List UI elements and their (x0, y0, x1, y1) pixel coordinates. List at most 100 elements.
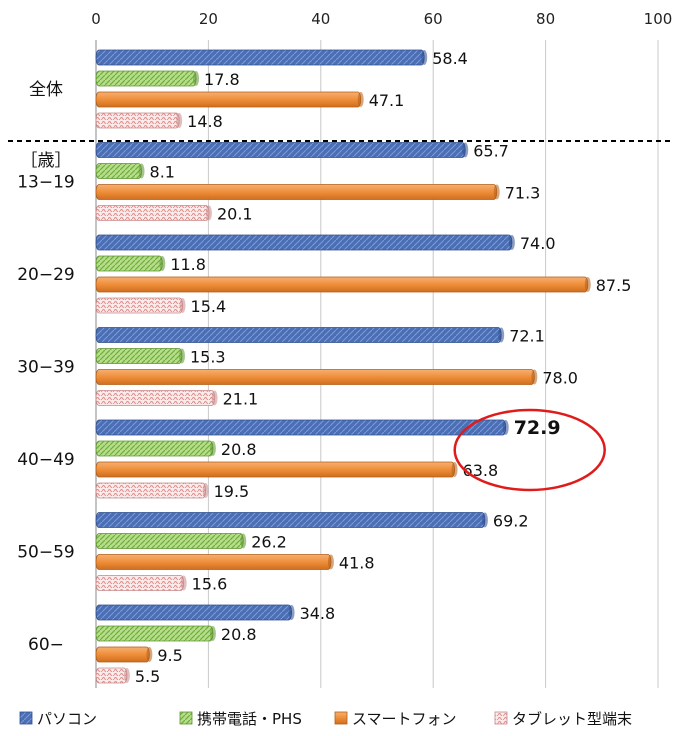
data-label: 5.5 (135, 667, 160, 686)
data-label: 11.8 (170, 255, 206, 274)
bar (95, 297, 183, 314)
x-tick-label: 40 (311, 10, 330, 28)
legend-swatch (19, 711, 33, 725)
x-tick-label: 80 (536, 10, 555, 28)
legend: パソコン 携帯電話・PHS スマートフォン タブレット型端末 (19, 710, 632, 728)
legend-swatch (179, 711, 193, 725)
bar (95, 276, 589, 293)
data-label: 8.1 (150, 163, 175, 182)
bar (95, 575, 185, 591)
bar (95, 70, 197, 87)
bar (95, 646, 150, 663)
data-label: 20.1 (217, 205, 253, 224)
data-label: 26.2 (251, 533, 287, 552)
data-label: 69.2 (493, 512, 529, 531)
bar (95, 554, 332, 570)
bar-end-cap (327, 554, 334, 570)
category-label: 20−29 (17, 265, 75, 285)
bar (95, 512, 486, 528)
bar-end-cap (498, 327, 505, 343)
bar-end-cap (462, 142, 469, 158)
bar-end-cap (584, 277, 591, 292)
legend-label: タブレット型端末 (512, 710, 632, 728)
data-label: 47.1 (369, 91, 405, 110)
bar (95, 348, 183, 364)
bar (95, 327, 502, 343)
bar-end-cap (357, 92, 364, 107)
data-label: 41.8 (339, 554, 375, 573)
data-label: 21.1 (223, 390, 259, 409)
category-label: 全体 (29, 80, 63, 100)
data-label: 65.7 (473, 142, 509, 161)
bar (95, 184, 498, 200)
bar-end-cap (508, 235, 515, 250)
data-label: 15.3 (190, 348, 226, 367)
bar (95, 112, 180, 129)
bar (95, 205, 210, 221)
bar-end-cap (451, 462, 458, 477)
bar (95, 604, 292, 621)
data-label: 34.8 (300, 604, 336, 623)
bar (95, 440, 214, 457)
bar-end-cap (481, 512, 488, 528)
category-labels: 全体 13−19 20−29 30−39 40−49 50−59 60− (17, 80, 75, 655)
bar (95, 390, 215, 406)
category-label: 30−39 (17, 358, 75, 378)
bar-end-cap (123, 668, 130, 683)
x-axis-ticks: 0 20 40 60 80 100 (91, 10, 672, 28)
bar-end-cap (288, 605, 295, 620)
bar-end-cap (211, 390, 218, 406)
bar-end-cap (178, 348, 185, 364)
bar-end-cap (240, 533, 247, 549)
age-unit-label: ［歳］ (21, 151, 72, 171)
data-label: 78.0 (542, 369, 578, 388)
bar-end-cap (421, 50, 428, 65)
bar (95, 91, 362, 108)
legend-swatch (334, 711, 348, 725)
bar (95, 667, 128, 684)
data-label: 20.8 (221, 440, 257, 459)
bars (95, 49, 591, 684)
legend-label: 携帯電話・PHS (197, 710, 302, 728)
x-tick-label: 60 (424, 10, 443, 28)
highlight-circle (453, 408, 606, 492)
bar-end-cap (209, 626, 216, 641)
bar (95, 234, 513, 251)
data-label: 71.3 (505, 184, 541, 203)
bar-end-cap (146, 647, 153, 662)
legend-label: パソコン (37, 710, 97, 728)
bar-end-cap (138, 163, 145, 179)
data-label: 19.5 (214, 482, 250, 501)
data-label: 72.9 (514, 417, 561, 439)
bar-end-cap (493, 184, 500, 200)
bar (95, 419, 507, 436)
bar-end-cap (193, 71, 200, 86)
data-label: 74.0 (520, 234, 556, 253)
bar (95, 533, 244, 549)
data-label: 87.5 (596, 276, 632, 295)
data-label: 15.6 (192, 575, 228, 594)
data-label: 17.8 (204, 70, 240, 89)
category-label: 13−19 (17, 173, 75, 193)
data-label: 63.8 (463, 461, 499, 480)
bar (95, 482, 206, 499)
data-label: 58.4 (432, 49, 468, 68)
bar (95, 255, 163, 272)
data-label: 9.5 (157, 646, 182, 665)
x-tick-label: 0 (91, 10, 101, 28)
x-tick-label: 100 (644, 10, 673, 28)
category-label: 50−59 (17, 543, 75, 563)
legend-swatch (494, 711, 508, 725)
legend-label: スマートフォン (352, 710, 457, 728)
bar (95, 369, 535, 385)
bar-end-cap (209, 441, 216, 456)
x-tick-label: 20 (199, 10, 218, 28)
data-label: 72.1 (509, 327, 545, 346)
bar (95, 163, 142, 179)
bar-end-cap (180, 575, 187, 591)
category-label: 40−49 (17, 450, 75, 470)
bar-end-cap (159, 256, 166, 271)
bar (95, 625, 214, 642)
bar-end-cap (531, 369, 538, 385)
